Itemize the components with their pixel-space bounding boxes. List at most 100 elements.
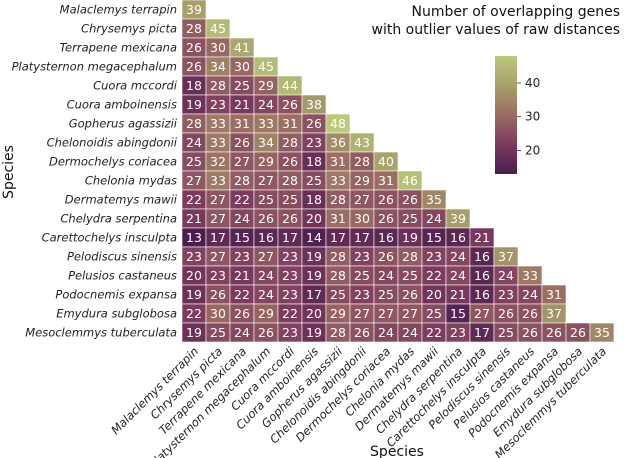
cell-value-label: 23	[354, 249, 370, 264]
cell-value-label: 26	[354, 325, 370, 340]
cell-value-label: 26	[234, 135, 250, 150]
cell-value-label: 26	[378, 211, 394, 226]
cell-value-label: 26	[306, 116, 322, 131]
cell-value-label: 23	[282, 287, 298, 302]
cell-value-label: 26	[378, 249, 394, 264]
cell-value-label: 28	[282, 135, 298, 150]
heatmap-cells: 39 28 45 26 30 41 26 34 30 45 18 28 25 29 44 19 23 21 24 26…	[181, 0, 615, 343]
cell-value-label: 31	[378, 173, 394, 188]
cell-value-label: 36	[330, 135, 346, 150]
cell-value-label: 28	[330, 268, 346, 283]
cell-value-label: 25	[498, 325, 514, 340]
cell-value-label: 18	[186, 78, 202, 93]
cell-value-label: 28	[234, 173, 250, 188]
cell-value-label: 16	[258, 230, 274, 245]
cell-value-label: 28	[210, 78, 226, 93]
cell-value-label: 23	[186, 249, 202, 264]
cell-value-label: 38	[306, 97, 322, 112]
cell-value-label: 24	[450, 268, 466, 283]
cell-value-label: 20	[186, 268, 202, 283]
cell-value-label: 20	[306, 211, 322, 226]
cell-value-label: 24	[498, 268, 514, 283]
cell-value-label: 32	[210, 154, 226, 169]
cell-value-label: 22	[234, 287, 250, 302]
cell-value-label: 33	[210, 116, 226, 131]
cell-value-label: 13	[186, 230, 202, 245]
cell-value-label: 28	[186, 21, 202, 36]
y-tick-label: Pelodiscus sinensis	[67, 250, 177, 264]
cell-value-label: 25	[234, 78, 250, 93]
cell-value-label: 24	[426, 211, 442, 226]
cell-value-label: 23	[282, 268, 298, 283]
cell-value-label: 26	[378, 192, 394, 207]
cell-value-label: 22	[426, 268, 442, 283]
cell-value-label: 44	[282, 78, 298, 93]
cell-value-label: 31	[234, 116, 250, 131]
y-tick-label: Chrysemys picta	[81, 22, 177, 36]
cell-value-label: 37	[498, 249, 514, 264]
cell-value-label: 31	[330, 154, 346, 169]
cell-value-label: 15	[450, 306, 466, 321]
cell-value-label: 23	[498, 287, 514, 302]
cell-value-label: 22	[426, 325, 442, 340]
cell-value-label: 30	[210, 306, 226, 321]
cell-value-label: 21	[186, 211, 202, 226]
cell-value-label: 33	[330, 173, 346, 188]
cell-value-label: 19	[186, 325, 202, 340]
cell-value-label: 31	[282, 116, 298, 131]
cell-value-label: 18	[306, 192, 322, 207]
cell-value-label: 19	[186, 97, 202, 112]
cell-value-label: 22	[234, 192, 250, 207]
cell-value-label: 34	[210, 59, 226, 74]
cell-value-label: 22	[186, 306, 202, 321]
cell-value-label: 24	[258, 268, 274, 283]
cell-value-label: 16	[474, 268, 490, 283]
cell-value-label: 39	[450, 211, 466, 226]
cell-value-label: 40	[378, 154, 394, 169]
cell-value-label: 23	[210, 97, 226, 112]
cell-value-label: 29	[354, 173, 370, 188]
cell-value-label: 25	[258, 192, 274, 207]
y-tick-label: Cuora mccordi	[93, 79, 178, 93]
cell-value-label: 37	[546, 306, 562, 321]
cell-value-label: 15	[234, 230, 250, 245]
cell-value-label: 33	[210, 135, 226, 150]
cell-value-label: 39	[186, 2, 202, 17]
cell-value-label: 17	[330, 230, 346, 245]
cell-value-label: 24	[522, 287, 538, 302]
cell-value-label: 45	[258, 59, 274, 74]
cell-value-label: 28	[186, 116, 202, 131]
cell-value-label: 27	[210, 192, 226, 207]
cell-value-label: 45	[210, 21, 226, 36]
cell-value-label: 26	[522, 325, 538, 340]
cell-value-label: 33	[522, 268, 538, 283]
cell-value-label: 21	[234, 97, 250, 112]
cell-value-label: 30	[354, 211, 370, 226]
cell-value-label: 25	[402, 211, 418, 226]
y-tick-label: Mesoclemmys tuberculata	[25, 326, 177, 340]
cell-value-label: 26	[546, 325, 562, 340]
cell-value-label: 34	[258, 135, 274, 150]
cell-value-label: 27	[186, 173, 202, 188]
cell-value-label: 26	[210, 287, 226, 302]
cell-value-label: 26	[258, 325, 274, 340]
y-tick-label: Chelydra serpentina	[60, 212, 177, 226]
cell-value-label: 27	[474, 306, 490, 321]
cell-value-label: 21	[450, 287, 466, 302]
cell-value-label: 29	[258, 154, 274, 169]
cell-value-label: 29	[258, 78, 274, 93]
cell-value-label: 19	[306, 325, 322, 340]
cell-value-label: 17	[210, 230, 226, 245]
cell-value-label: 30	[234, 59, 250, 74]
cell-value-label: 26	[282, 154, 298, 169]
cell-value-label: 29	[258, 306, 274, 321]
cell-value-label: 28	[354, 154, 370, 169]
cell-value-label: 26	[186, 40, 202, 55]
colorbar-tick-label: 20	[525, 143, 540, 157]
cell-value-label: 24	[234, 211, 250, 226]
cell-value-label: 43	[354, 135, 370, 150]
cell-value-label: 31	[546, 287, 562, 302]
cell-value-label: 25	[426, 306, 442, 321]
